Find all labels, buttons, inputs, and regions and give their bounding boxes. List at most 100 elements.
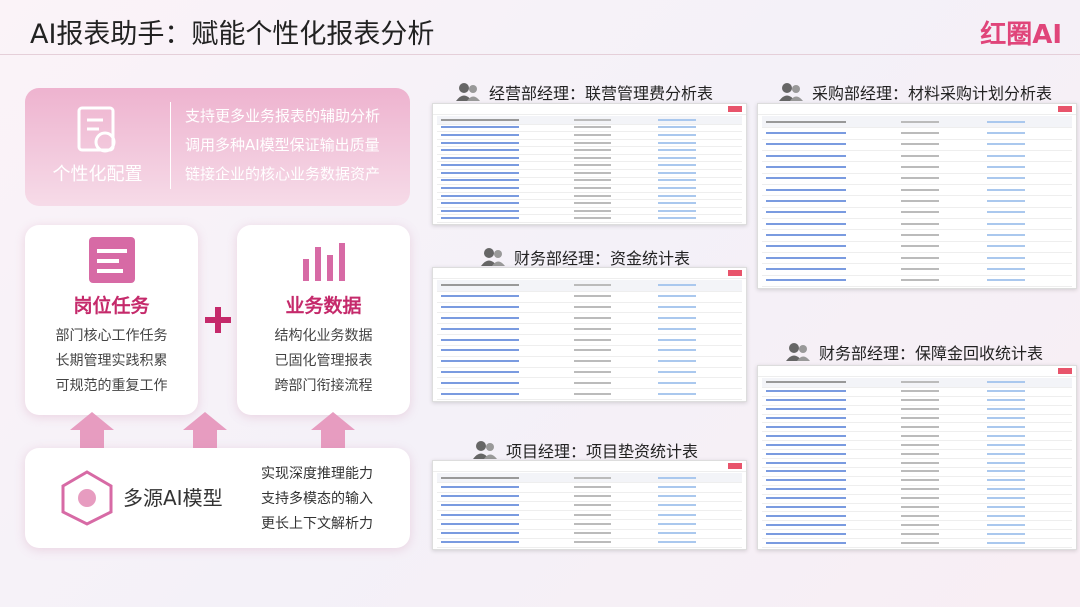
cell-text (658, 476, 696, 479)
cell-text (441, 504, 520, 507)
text: 部门核心工作任务 (55, 328, 168, 344)
cell-text (766, 417, 846, 420)
cell-text (573, 141, 612, 144)
cell-text (441, 349, 520, 352)
cell-text (766, 452, 846, 455)
table-row (762, 275, 1072, 287)
cell-text (441, 541, 520, 544)
cell-text (901, 245, 940, 248)
cell-text (901, 408, 940, 411)
table-row (762, 263, 1072, 276)
table-row (762, 467, 1072, 477)
cell-text (986, 234, 1026, 236)
cell-text (658, 156, 696, 159)
cell-text (766, 234, 846, 236)
cell-text (573, 522, 612, 525)
data-card: 业务数据 结构化业务数据 已固化管理报表 跨部门衔接流程 (237, 225, 410, 415)
cell-text (901, 188, 940, 191)
table-row (437, 124, 742, 133)
text: 更长上下文解析力 (261, 516, 373, 532)
cell-text (901, 514, 940, 517)
table-row (437, 146, 742, 155)
table-row (437, 377, 742, 390)
cell-text (658, 209, 696, 212)
caption-text: 财务部经理：资金统计表 (514, 249, 691, 268)
cell-text (986, 143, 1026, 146)
table-row (762, 422, 1072, 433)
caption-text: 采购部经理：材料采购计划分析表 (812, 84, 1053, 103)
cell-text (766, 488, 846, 491)
cell-text (441, 141, 520, 144)
cell-text (986, 443, 1026, 446)
table-row (762, 485, 1072, 495)
cell-text (901, 222, 940, 225)
table-row (437, 184, 742, 193)
cell-text (766, 505, 846, 508)
table-row (437, 492, 742, 502)
people-icon (779, 83, 803, 101)
table-row (762, 161, 1072, 174)
cell-text (441, 295, 520, 298)
config-lines: 支持更多业务报表的辅助分析 调用多种AI模型保证输出质量 链接企业的核心业务数据… (170, 102, 380, 189)
cell-text (986, 154, 1026, 157)
cell-text (766, 399, 846, 402)
cell-text (901, 234, 940, 236)
cell-text (441, 532, 520, 535)
people-icon (786, 343, 810, 361)
text: 长期管理实践积累 (55, 353, 168, 369)
cell-text (766, 120, 846, 123)
cell-text (986, 408, 1026, 411)
cell-text (986, 399, 1026, 402)
table-row (762, 440, 1072, 451)
title: AI报表助手：赋能个性化报表分析 (30, 19, 435, 50)
cell-text (441, 171, 520, 174)
table-row (762, 139, 1072, 151)
report-screenshot (757, 103, 1077, 289)
cell-text (766, 461, 846, 464)
cell-text (986, 497, 1026, 500)
cell-text (901, 132, 940, 134)
cell-text (766, 154, 846, 157)
table-row (762, 503, 1072, 513)
table-row (437, 199, 742, 208)
cell-text (658, 360, 696, 363)
cell-text (573, 194, 612, 197)
cell-text (766, 479, 846, 482)
cell-text (573, 495, 612, 498)
cell-text (901, 268, 940, 270)
cell-text (573, 156, 612, 159)
cell-text (986, 245, 1026, 248)
table-row (437, 214, 742, 223)
toolbar (758, 104, 1076, 115)
cell-text (766, 381, 846, 384)
cell-text (766, 497, 846, 500)
cell-text (573, 360, 612, 363)
cell-text (901, 390, 940, 393)
cell-text (573, 370, 612, 373)
button (1058, 106, 1072, 112)
cell-text (766, 245, 846, 248)
cell-text (573, 349, 612, 352)
cell-text (658, 485, 696, 488)
cell-text (901, 434, 940, 437)
cell-text (573, 532, 612, 535)
cell-text (901, 279, 940, 282)
cell-text (441, 381, 520, 384)
cell-text (658, 126, 696, 129)
report-caption: 财务部经理：资金统计表 (480, 245, 690, 269)
cell-text (766, 200, 846, 202)
cell-text (766, 532, 846, 535)
table-row (762, 494, 1072, 504)
cell-text (441, 513, 520, 516)
table-row (437, 356, 742, 368)
cell-text (441, 209, 520, 212)
cell-text (901, 166, 940, 168)
cell-text (573, 133, 612, 136)
cell-text (441, 164, 520, 167)
cell-text (573, 186, 612, 189)
cell-text (766, 541, 846, 544)
table-row (762, 476, 1072, 486)
cell-text (986, 488, 1026, 491)
cell-text (766, 514, 846, 517)
